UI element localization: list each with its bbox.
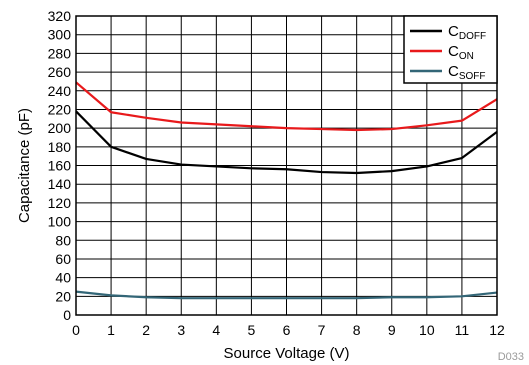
x-axis-label: Source Voltage (V)	[224, 345, 350, 362]
y-tick-label: 320	[48, 8, 72, 24]
y-tick-labels: 0 20 40 60 80 100 120 140 160 180 200 220 240 260 280 3…	[48, 8, 72, 323]
y-tick-label: 160	[48, 158, 72, 174]
y-tick-label: 100	[48, 214, 72, 230]
x-tick-label: 4	[212, 322, 220, 338]
legend-label: CON	[448, 43, 474, 62]
x-tick-label: 6	[283, 322, 291, 338]
y-tick-label: 120	[48, 195, 72, 211]
y-tick-label: 260	[48, 64, 72, 80]
legend-box	[403, 15, 498, 84]
plot-frame	[75, 15, 498, 316]
y-axis-label: Capacitance (pF)	[16, 108, 33, 223]
figure-id: D033	[498, 351, 524, 363]
y-tick-label: 200	[48, 120, 72, 136]
x-tick-label: 11	[455, 322, 470, 338]
y-tick-label: 140	[48, 176, 72, 192]
y-tick-label: 20	[55, 288, 71, 304]
series-line-soff	[75, 290, 498, 300]
y-tick-label: 240	[48, 83, 72, 99]
y-tick-label: 220	[48, 101, 72, 117]
y-tick-label: 280	[48, 45, 72, 61]
y-tick-label: 40	[55, 270, 71, 286]
x-tick-label: 12	[489, 322, 505, 338]
series-line-on	[75, 81, 498, 132]
x-tick-label: 3	[177, 322, 185, 338]
x-tick-label: 7	[318, 322, 326, 338]
legend-label: CSOFF	[448, 63, 486, 82]
x-tick-label: 9	[388, 322, 396, 338]
x-tick-label: 8	[353, 322, 361, 338]
x-tick-label: 10	[419, 322, 435, 338]
y-tick-label: 180	[48, 139, 72, 155]
x-tick-labels: 0 1 2 3 4 5 6 7 8 9 10 11 12	[72, 322, 505, 338]
y-tick-label: 80	[55, 232, 71, 248]
legend-label: CDOFF	[448, 23, 486, 42]
series-line-doff	[75, 110, 498, 175]
y-tick-label: 300	[48, 27, 72, 43]
x-tick-label: 0	[72, 322, 80, 338]
y-tick-label: 0	[63, 307, 71, 323]
y-tick-label: 60	[55, 251, 71, 267]
x-tick-label: 1	[107, 322, 115, 338]
x-tick-label: 2	[142, 322, 150, 338]
x-tick-label: 5	[248, 322, 256, 338]
series-lines	[75, 81, 498, 300]
